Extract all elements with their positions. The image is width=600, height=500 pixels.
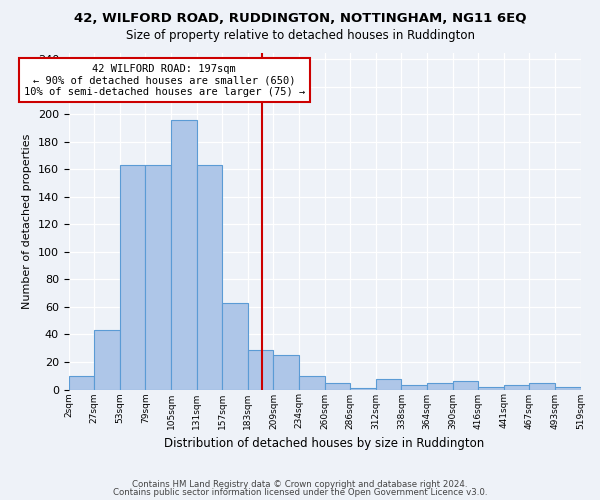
Bar bbox=[94, 330, 120, 390]
Bar bbox=[145, 166, 171, 390]
Bar bbox=[120, 166, 145, 390]
Bar bbox=[248, 350, 274, 390]
Text: Contains public sector information licensed under the Open Government Licence v3: Contains public sector information licen… bbox=[113, 488, 487, 497]
Text: Size of property relative to detached houses in Ruddington: Size of property relative to detached ho… bbox=[125, 29, 475, 42]
Text: 42 WILFORD ROAD: 197sqm
← 90% of detached houses are smaller (650)
10% of semi-d: 42 WILFORD ROAD: 197sqm ← 90% of detache… bbox=[24, 64, 305, 96]
Bar bbox=[325, 382, 350, 390]
Bar bbox=[478, 387, 504, 390]
Bar bbox=[555, 387, 581, 390]
Bar bbox=[350, 388, 376, 390]
Bar bbox=[452, 382, 478, 390]
Y-axis label: Number of detached properties: Number of detached properties bbox=[22, 134, 32, 308]
Bar bbox=[69, 376, 94, 390]
Text: 42, WILFORD ROAD, RUDDINGTON, NOTTINGHAM, NG11 6EQ: 42, WILFORD ROAD, RUDDINGTON, NOTTINGHAM… bbox=[74, 12, 526, 26]
Bar bbox=[222, 303, 248, 390]
Bar bbox=[529, 382, 555, 390]
Bar bbox=[274, 355, 299, 390]
Bar bbox=[427, 382, 452, 390]
Bar bbox=[171, 120, 197, 390]
Bar bbox=[197, 166, 222, 390]
X-axis label: Distribution of detached houses by size in Ruddington: Distribution of detached houses by size … bbox=[164, 437, 485, 450]
Bar bbox=[401, 386, 427, 390]
Bar bbox=[299, 376, 325, 390]
Bar bbox=[376, 378, 401, 390]
Bar bbox=[504, 386, 529, 390]
Text: Contains HM Land Registry data © Crown copyright and database right 2024.: Contains HM Land Registry data © Crown c… bbox=[132, 480, 468, 489]
